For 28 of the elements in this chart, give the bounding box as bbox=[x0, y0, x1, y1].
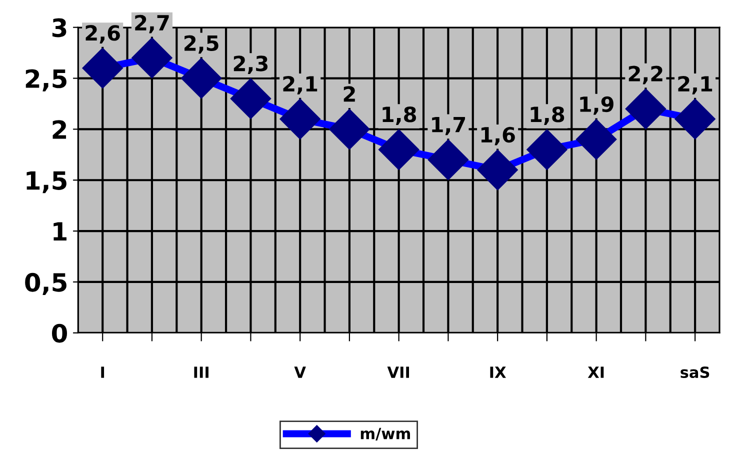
x-tick-label: saS bbox=[680, 366, 710, 378]
text: 2,5 bbox=[184, 35, 218, 54]
y-tick-label: 3 bbox=[52, 18, 66, 38]
y-tick-label: 2 bbox=[52, 120, 66, 139]
y-tick-label: 0,5 bbox=[25, 272, 66, 296]
text: 1,6 bbox=[481, 126, 515, 146]
text: 1,8 bbox=[382, 106, 416, 125]
text: 2,1 bbox=[283, 76, 318, 94]
text: 2,7 bbox=[135, 14, 169, 34]
legend-label: m/wm bbox=[360, 428, 410, 440]
text: 1,7 bbox=[432, 116, 465, 136]
text: 1,9 bbox=[580, 96, 614, 115]
y-tick-label: 1 bbox=[54, 222, 66, 241]
text: 2,2 bbox=[628, 66, 662, 84]
x-tick-label: I bbox=[101, 366, 104, 378]
x-tick-label: IX bbox=[490, 366, 506, 378]
text: 2,6 bbox=[86, 25, 120, 44]
text: 1,8 bbox=[530, 106, 564, 125]
text: 2 bbox=[344, 86, 355, 102]
y-tick-label: 0 bbox=[52, 324, 67, 343]
x-tick-label: V bbox=[294, 366, 306, 378]
text: 2,3 bbox=[234, 56, 268, 74]
x-tick-label: III bbox=[194, 366, 208, 378]
x-tick-label: VII bbox=[387, 366, 410, 378]
text: 2,1 bbox=[678, 76, 712, 94]
y-tick-label: 1,5 bbox=[26, 171, 66, 194]
x-tick-label: XI bbox=[588, 366, 604, 378]
y-tick-label: 2,5 bbox=[26, 69, 66, 92]
